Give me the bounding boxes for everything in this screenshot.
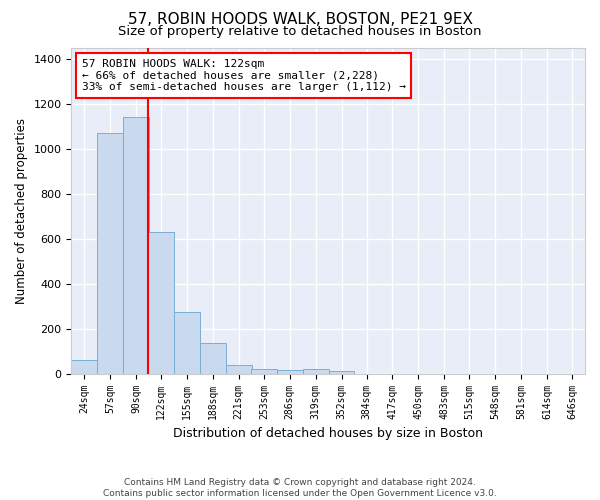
Bar — [251, 369, 277, 374]
Bar — [277, 370, 303, 374]
Text: Contains HM Land Registry data © Crown copyright and database right 2024.
Contai: Contains HM Land Registry data © Crown c… — [103, 478, 497, 498]
Bar — [123, 117, 149, 374]
Bar — [200, 344, 226, 374]
Bar — [97, 133, 123, 374]
Text: 57, ROBIN HOODS WALK, BOSTON, PE21 9EX: 57, ROBIN HOODS WALK, BOSTON, PE21 9EX — [128, 12, 473, 28]
Text: 57 ROBIN HOODS WALK: 122sqm
← 66% of detached houses are smaller (2,228)
33% of : 57 ROBIN HOODS WALK: 122sqm ← 66% of det… — [82, 59, 406, 92]
Y-axis label: Number of detached properties: Number of detached properties — [15, 118, 28, 304]
Bar — [148, 232, 174, 374]
Bar — [71, 360, 97, 374]
Bar — [174, 312, 200, 374]
Bar — [329, 372, 355, 374]
X-axis label: Distribution of detached houses by size in Boston: Distribution of detached houses by size … — [173, 427, 483, 440]
Bar — [303, 369, 329, 374]
Bar — [226, 364, 252, 374]
Text: Size of property relative to detached houses in Boston: Size of property relative to detached ho… — [118, 25, 482, 38]
